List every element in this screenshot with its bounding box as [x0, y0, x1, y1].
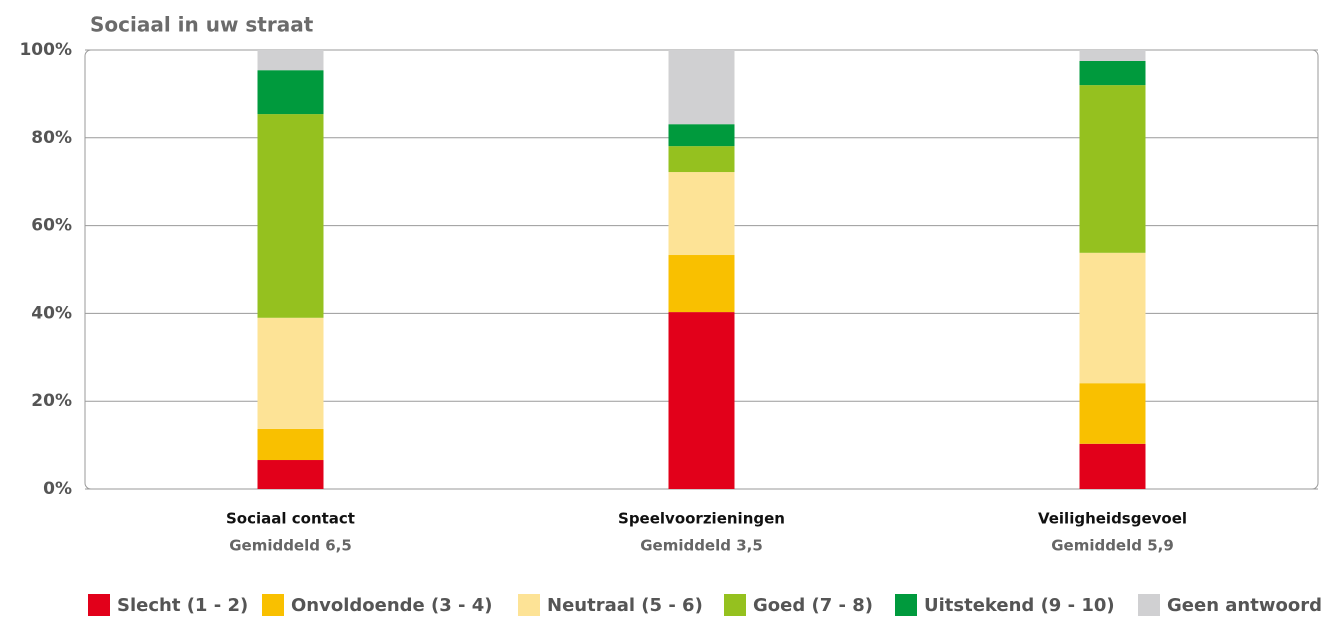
bar-segment [668, 146, 735, 173]
legend-label: Goed (7 - 8) [753, 595, 873, 616]
bar-segment [257, 114, 324, 318]
bar-segment [1079, 60, 1146, 86]
bar-segment [257, 317, 324, 429]
legend-label: Geen antwoord [1167, 595, 1321, 616]
bar-segment [1079, 252, 1146, 384]
chart-title: Sociaal in uw straat [90, 13, 314, 37]
y-tick-label: 40% [31, 303, 72, 323]
category-note: Gemiddeld 3,5 [640, 537, 763, 555]
y-tick-label: 20% [31, 391, 72, 411]
legend-swatch [88, 594, 110, 616]
bar-segment [257, 428, 324, 461]
x-tick-label: Sociaal contact [226, 510, 355, 528]
y-tick-label: 100% [19, 40, 72, 60]
legend-swatch [262, 594, 284, 616]
bar-segment [668, 255, 735, 313]
legend-swatch [724, 594, 746, 616]
bar-segment [668, 172, 735, 256]
legend-swatch [1138, 594, 1160, 616]
y-tick-label: 60% [31, 216, 72, 236]
legend-label: Onvoldoende (3 - 4) [291, 595, 493, 616]
category-note: Gemiddeld 6,5 [229, 537, 352, 555]
bar-segment [668, 312, 735, 489]
legend-label: Neutraal (5 - 6) [547, 595, 703, 616]
bar-segment [1079, 50, 1146, 61]
bar-segment [257, 70, 324, 115]
category-note: Gemiddeld 5,9 [1051, 537, 1174, 555]
bar-segment [668, 124, 735, 147]
bar-segment [257, 50, 324, 71]
x-tick-label: Veiligheidsgevoel [1038, 510, 1187, 528]
bar-segment [1079, 443, 1146, 489]
bar-segment [668, 50, 735, 125]
legend-label: Uitstekend (9 - 10) [924, 595, 1115, 616]
bar-segment [1079, 85, 1146, 253]
y-tick-label: 0% [43, 479, 72, 499]
x-tick-label: Speelvoorzieningen [618, 510, 785, 528]
bar-segment [1079, 383, 1146, 444]
y-tick-label: 80% [31, 128, 72, 148]
legend-label: Slecht (1 - 2) [117, 595, 248, 616]
bar-segment [257, 460, 324, 489]
legend-swatch [518, 594, 540, 616]
legend-swatch [895, 594, 917, 616]
